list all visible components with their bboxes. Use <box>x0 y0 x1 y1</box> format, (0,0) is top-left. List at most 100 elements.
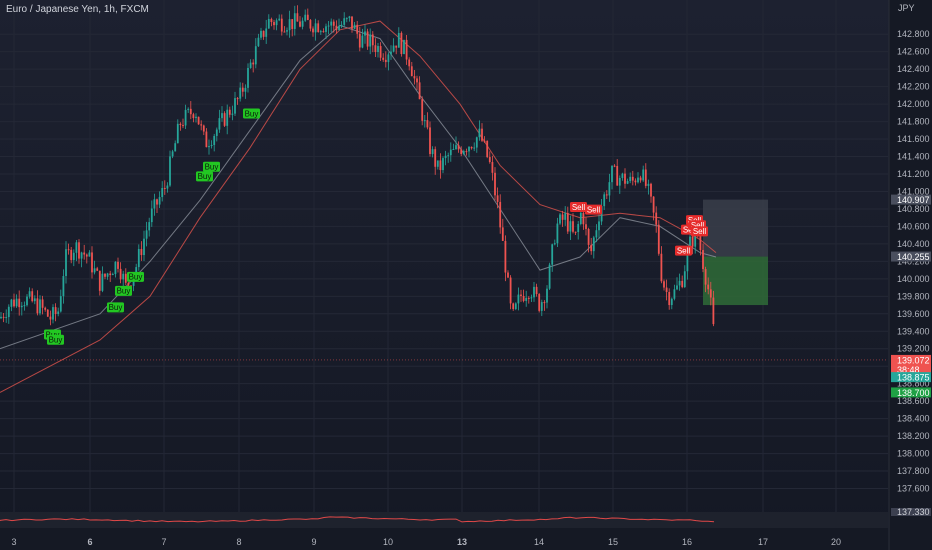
candle-body <box>387 54 390 63</box>
candle-body <box>613 165 616 167</box>
symbol-title[interactable]: Euro / Japanese Yen, 1h, FXCM <box>6 4 149 15</box>
candle-body <box>468 146 470 152</box>
candle-body <box>75 242 78 253</box>
y-tick-label: 141.000 <box>897 186 930 196</box>
candle-body <box>621 173 624 178</box>
candle-body <box>525 297 528 301</box>
candle-body <box>652 196 655 213</box>
candle-body <box>559 214 561 224</box>
candle-body <box>18 298 21 308</box>
candle-body <box>460 149 463 155</box>
candle-body <box>202 125 205 132</box>
sell-signal <box>675 245 692 256</box>
buy-signal <box>47 334 64 345</box>
candle-body <box>299 21 301 27</box>
candle-body <box>470 146 473 149</box>
candle-body <box>31 291 34 302</box>
candle-body <box>686 250 689 272</box>
candle-body <box>520 294 522 296</box>
candle-body <box>54 307 57 314</box>
candle-body <box>187 108 190 110</box>
y-tick-label: 142.400 <box>897 64 930 74</box>
candle-body <box>275 20 278 26</box>
candle-body <box>546 288 548 303</box>
candle-body <box>592 237 595 252</box>
candle-body <box>416 78 418 83</box>
candle-body <box>195 116 197 119</box>
candle-body <box>709 289 712 298</box>
candle-body <box>704 269 707 285</box>
x-tick-label: 3 <box>11 537 16 547</box>
candle-body <box>569 221 572 232</box>
candle-body <box>642 169 645 181</box>
sell-signal <box>585 204 602 215</box>
y-tick-label: 140.600 <box>897 221 930 231</box>
candle-body <box>462 151 465 155</box>
candle-body <box>93 268 96 273</box>
candle-body <box>98 270 101 291</box>
candle-body <box>707 284 710 290</box>
countdown-label: 38:48 <box>897 365 920 375</box>
candle-body <box>143 238 145 256</box>
candle-body <box>566 213 569 232</box>
candle-body <box>249 62 252 68</box>
candle-body <box>306 14 309 21</box>
candle-body <box>200 124 203 126</box>
candle-body <box>15 298 18 307</box>
candle-body <box>340 24 343 27</box>
candle-body <box>96 268 99 271</box>
candle-body <box>668 291 671 306</box>
candle-body <box>348 16 351 19</box>
candle-body <box>598 221 600 231</box>
candle-body <box>169 156 171 186</box>
candle-body <box>325 26 327 32</box>
x-tick-label: 17 <box>758 537 768 547</box>
buy-signal-label: Buy <box>198 172 212 181</box>
candle-body <box>254 46 257 65</box>
candle-body <box>221 113 223 119</box>
candle-body <box>148 222 151 231</box>
candle-body <box>314 23 317 33</box>
candle-body <box>288 19 291 31</box>
candle-body <box>338 26 340 30</box>
y-tick-label: 138.600 <box>897 396 930 406</box>
candle-body <box>223 113 226 126</box>
candle-body <box>101 273 104 291</box>
candle-body <box>582 212 585 225</box>
candle-body <box>665 287 668 292</box>
candle-body <box>85 254 88 257</box>
candle-body <box>577 224 580 233</box>
candle-body <box>366 31 369 47</box>
y-tick-label: 138.400 <box>897 414 930 424</box>
candle-body <box>280 18 283 32</box>
candle-body <box>629 176 632 182</box>
candle-body <box>174 143 177 152</box>
candle-body <box>379 46 382 58</box>
candle-body <box>494 172 496 196</box>
candle-body <box>683 271 686 288</box>
candle-body <box>644 169 647 186</box>
buy-signal-label: Buy <box>245 109 259 118</box>
candle-body <box>408 59 411 67</box>
candle-body <box>504 240 507 273</box>
candle-body <box>156 199 158 205</box>
candle-body <box>46 309 49 317</box>
candle-body <box>70 249 73 261</box>
candle-body <box>527 297 530 299</box>
candle-body <box>213 135 216 145</box>
candle-body <box>595 230 598 238</box>
candle-body <box>41 299 44 308</box>
candle-body <box>171 151 174 157</box>
candle-body <box>153 199 156 209</box>
y-tick-label: 138.800 <box>897 379 930 389</box>
buy-signal-label: Buy <box>49 336 63 345</box>
sell-signal-label: Sell <box>693 227 707 236</box>
candle-body <box>291 19 294 29</box>
candle-body <box>244 87 247 92</box>
candle-body <box>91 252 93 273</box>
candle-body <box>655 212 658 225</box>
candle-body <box>247 67 249 88</box>
candle-body <box>7 306 10 318</box>
candle-body <box>475 137 478 148</box>
